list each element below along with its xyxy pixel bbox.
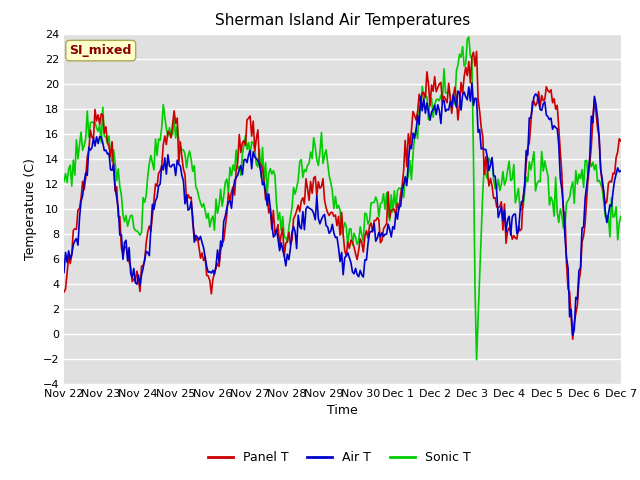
Panel T bbox=[254, 127, 262, 133]
Air T bbox=[303, 204, 311, 209]
Sonic T bbox=[465, 34, 473, 40]
Legend: Panel T, Air T, Sonic T: Panel T, Air T, Sonic T bbox=[203, 446, 476, 469]
Air T bbox=[254, 157, 262, 163]
Air T bbox=[569, 333, 577, 338]
Panel T bbox=[60, 289, 68, 295]
Air T bbox=[617, 168, 625, 174]
Sonic T bbox=[254, 164, 262, 170]
Sonic T bbox=[244, 140, 252, 145]
Air T bbox=[589, 120, 596, 126]
Air T bbox=[244, 152, 252, 158]
Line: Air T: Air T bbox=[64, 83, 621, 336]
Panel T bbox=[303, 185, 311, 191]
Panel T bbox=[473, 48, 481, 54]
Air T bbox=[129, 275, 136, 280]
Sonic T bbox=[60, 179, 68, 184]
Sonic T bbox=[129, 213, 136, 218]
Air T bbox=[468, 80, 476, 86]
Line: Panel T: Panel T bbox=[64, 51, 621, 339]
Panel T bbox=[244, 115, 252, 121]
Sonic T bbox=[473, 357, 481, 363]
X-axis label: Time: Time bbox=[327, 405, 358, 418]
Panel T bbox=[569, 336, 577, 342]
Sonic T bbox=[303, 162, 311, 168]
Panel T bbox=[589, 115, 596, 121]
Title: Sherman Island Air Temperatures: Sherman Island Air Temperatures bbox=[215, 13, 470, 28]
Sonic T bbox=[617, 214, 625, 219]
Panel T bbox=[226, 197, 234, 203]
Panel T bbox=[129, 279, 136, 285]
Air T bbox=[226, 198, 234, 204]
Sonic T bbox=[226, 165, 234, 170]
Air T bbox=[60, 270, 68, 276]
Y-axis label: Temperature (C): Temperature (C) bbox=[24, 158, 37, 260]
Line: Sonic T: Sonic T bbox=[64, 37, 621, 360]
Panel T bbox=[617, 138, 625, 144]
Sonic T bbox=[589, 159, 596, 165]
Text: SI_mixed: SI_mixed bbox=[70, 44, 132, 57]
